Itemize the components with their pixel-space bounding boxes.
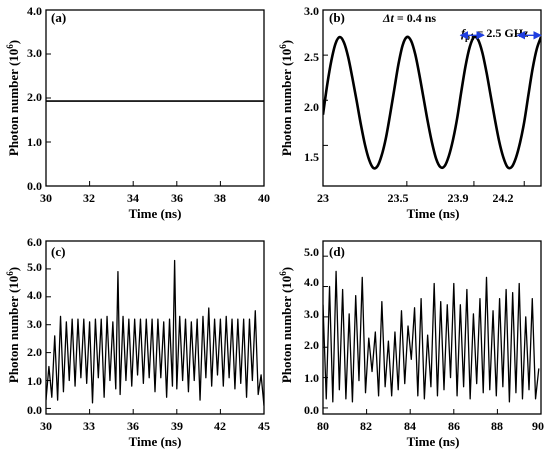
panel-d-xticks: 80 82 84 86 88 90 [317, 419, 544, 433]
panel-b-frame [322, 9, 542, 187]
plot-layer [45, 9, 542, 415]
panel-d-xlabel: Time (ns) [407, 434, 460, 449]
panel-a-ytick: 3.0 [27, 46, 42, 60]
panel-a-ytick: 0.0 [27, 179, 42, 193]
panel-d-ytick: 4.0 [304, 275, 319, 289]
panel-b-period-annotation: Δt = 0.4 ns [382, 11, 436, 25]
panel-a-frame [45, 9, 265, 187]
panel-c-xtick: 33 [83, 419, 95, 433]
panel-d-yticks: 0.0 1.0 2.0 3.0 4.0 5.0 [304, 245, 319, 417]
panel-b-yticks: 1.5 2.0 2.5 3.0 [304, 4, 319, 164]
panel-d-ytick: 0.0 [304, 403, 319, 417]
panel-a: (a) Time (ns) Photon number (106) 30 32 … [5, 4, 270, 221]
panel-d-series-line [323, 270, 540, 403]
panel-c-xtick: 39 [171, 419, 183, 433]
panel-d-ytick: 5.0 [304, 245, 319, 259]
panel-a-xtick: 34 [127, 191, 139, 205]
panel-a-ytick: 4.0 [27, 4, 42, 18]
panel-b-ytick: 1.5 [304, 150, 319, 164]
panel-b-xlabel: Time (ns) [407, 206, 460, 221]
panel-c-ytick: 0.0 [27, 403, 42, 417]
panel-c-ytick: 1.0 [27, 374, 42, 388]
panel-d-ytick: 1.0 [304, 371, 319, 385]
panel-d: (d) Time (ns) Photon number (106) 80 82 … [278, 244, 544, 449]
panel-d-ytick: 2.0 [304, 338, 319, 352]
panel-d-xtick: 80 [317, 419, 329, 433]
panel-b-ylabel: Photon number (106) [278, 40, 294, 156]
panel-b-ytick: 3.0 [304, 4, 319, 18]
panel-d-frame [322, 240, 542, 415]
panel-a-ytick: 2.0 [27, 90, 42, 104]
panel-a-xtick: 36 [171, 191, 183, 205]
panel-b-xtick: 23.5 [388, 191, 409, 205]
panel-a-xlabel: Time (ns) [129, 206, 182, 221]
panel-c-ytick: 5.0 [27, 260, 42, 274]
panel-c-series-line [46, 259, 264, 406]
panel-c-xtick: 30 [40, 419, 52, 433]
panel-c-ytick: 3.0 [27, 317, 42, 331]
panel-a-ytick: 1.0 [27, 135, 42, 149]
panel-c-ytick: 2.0 [27, 345, 42, 359]
panel-b-xtick: 24.2 [493, 191, 514, 205]
panel-b-xtick: 23.9 [448, 191, 469, 205]
panel-d-ylabel: Photon number (106) [278, 267, 294, 383]
panel-c-ytick: 4.0 [27, 288, 42, 302]
panel-c-xticks: 30 33 36 39 42 45 [40, 419, 270, 433]
panel-a-xtick: 30 [40, 191, 52, 205]
panel-d-xtick: 88 [491, 419, 503, 433]
panel-d-xtick: 84 [404, 419, 416, 433]
panel-a-xticks: 30 32 34 36 38 40 [40, 191, 270, 205]
panel-c-label: (c) [51, 244, 65, 259]
panel-a-yticks: 0.0 1.0 2.0 3.0 4.0 [27, 4, 42, 193]
panel-c-xtick: 45 [258, 419, 270, 433]
panel-c-xtick: 42 [214, 419, 226, 433]
panel-c-xtick: 36 [127, 419, 139, 433]
panel-c-ytick: 6.0 [27, 235, 42, 249]
panel-b-xticks: 23 23.5 23.9 24.2 [317, 191, 514, 205]
panel-a-xtick: 40 [258, 191, 270, 205]
panel-d-xtick: 86 [448, 419, 460, 433]
panel-b-ytick: 2.0 [304, 100, 319, 114]
panel-a-ylabel: Photon number (106) [5, 40, 21, 156]
panel-a-label: (a) [51, 10, 66, 25]
panel-b-label: (b) [329, 10, 345, 25]
panel-c-ylabel: Photon number (106) [5, 267, 21, 383]
panel-b-ytick: 2.5 [304, 50, 319, 64]
panel-a-xtick: 38 [214, 191, 226, 205]
panel-d-xtick: 82 [360, 419, 372, 433]
panel-d-xtick: 90 [532, 419, 544, 433]
panel-c: (c) Time (ns) Photon number (106) 30 33 … [5, 235, 270, 449]
panel-b-series-line [323, 35, 541, 170]
panel-c-xlabel: Time (ns) [129, 434, 182, 449]
panel-c-yticks: 0.0 1.0 2.0 3.0 4.0 5.0 6.0 [27, 235, 42, 417]
panel-d-label: (d) [329, 244, 345, 259]
panel-a-xtick: 32 [83, 191, 95, 205]
panel-c-frame [45, 240, 265, 415]
panel-b-xtick: 23 [317, 191, 329, 205]
panel-d-ytick: 3.0 [304, 307, 319, 321]
panel-b: (b) Time (ns) Photon number (106) 23 23.… [278, 4, 529, 221]
